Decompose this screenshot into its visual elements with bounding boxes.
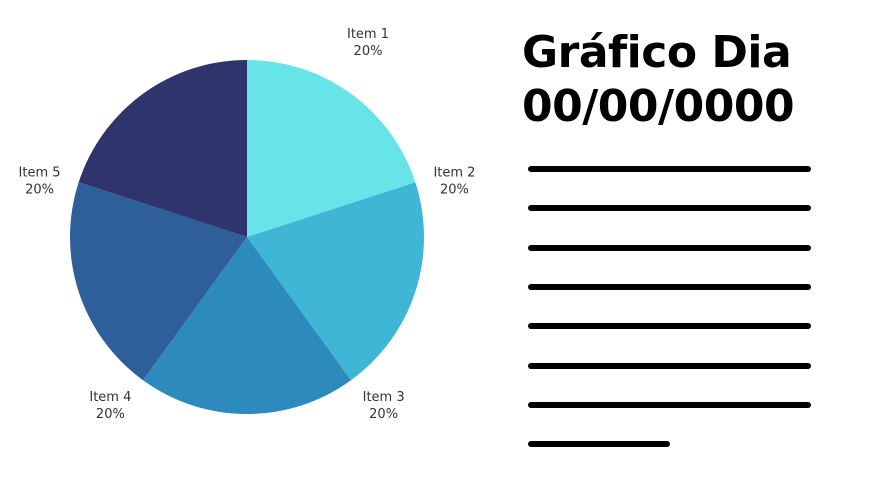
slice-label-name-3: Item 3 xyxy=(363,390,405,405)
slice-label-value-3: 20% xyxy=(369,407,398,422)
chart-title: Gráfico Dia 00/00/0000 xyxy=(522,26,795,134)
placeholder-line xyxy=(528,166,811,172)
slice-label-name-5: Item 5 xyxy=(19,166,61,181)
placeholder-line xyxy=(528,323,811,330)
pie-slice-4 xyxy=(70,182,247,381)
placeholder-line xyxy=(528,283,811,290)
pie-slice-2 xyxy=(247,182,425,381)
pie-chart: Item 120%Item 220%Item 320%Item 420%Item… xyxy=(19,27,476,422)
slice-label-3: Item 3 20% xyxy=(363,390,405,422)
pie-slice-5 xyxy=(78,60,247,237)
placeholder-line xyxy=(528,244,811,251)
pie-slice-3 xyxy=(142,237,352,415)
slice-label-5: Item 5 20% xyxy=(19,166,61,198)
placeholder-line xyxy=(528,441,670,448)
placeholder-line xyxy=(528,401,811,408)
slice-label-value-1: 20% xyxy=(354,44,383,59)
title-line-1: Gráfico Dia xyxy=(522,27,792,78)
slice-label-4: Item 4 20% xyxy=(89,390,131,422)
slice-label-1: Item 1 20% xyxy=(347,27,389,59)
slice-label-name-1: Item 1 xyxy=(347,27,389,42)
slice-label-name-2: Item 2 xyxy=(433,166,475,181)
slice-label-value-2: 20% xyxy=(440,183,469,198)
slice-label-2: Item 2 20% xyxy=(433,166,475,198)
pie-slice-1 xyxy=(247,60,416,237)
placeholder-line xyxy=(528,362,811,369)
placeholder-line xyxy=(528,205,811,212)
slice-label-name-4: Item 4 xyxy=(89,390,131,405)
title-line-2: 00/00/0000 xyxy=(522,81,795,132)
slice-label-value-4: 20% xyxy=(96,407,125,422)
slice-label-value-5: 20% xyxy=(25,183,54,198)
